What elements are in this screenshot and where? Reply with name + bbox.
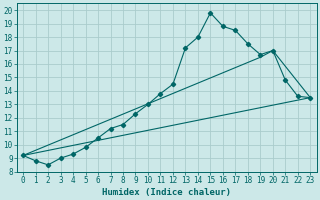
X-axis label: Humidex (Indice chaleur): Humidex (Indice chaleur) — [102, 188, 231, 197]
